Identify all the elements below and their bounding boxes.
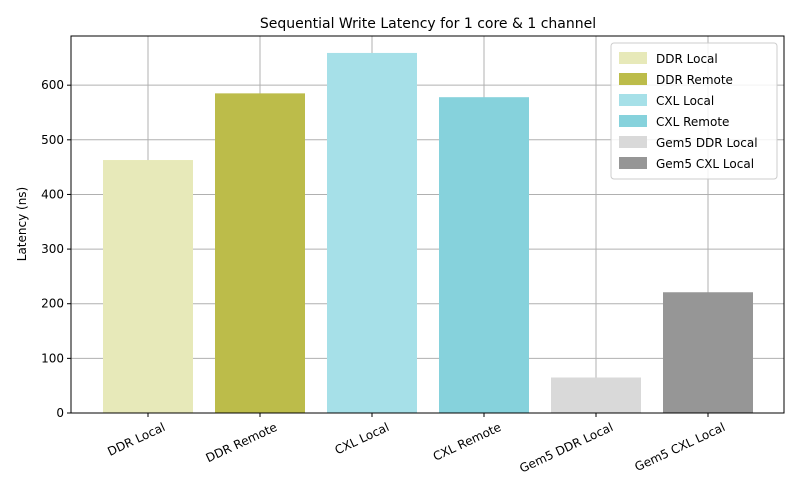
- chart-title: Sequential Write Latency for 1 core & 1 …: [260, 16, 596, 32]
- legend-label: Gem5 DDR Local: [656, 136, 758, 150]
- y-tick-label: 300: [41, 242, 64, 256]
- legend-swatch: [619, 136, 647, 148]
- legend-swatch: [619, 157, 647, 169]
- legend-label: CXL Remote: [656, 115, 729, 129]
- x-tick-label: DDR Local: [105, 420, 167, 459]
- y-tick-label: 0: [56, 406, 64, 420]
- x-axis: DDR Local DDR Remote CXL Local CXL Remote Ge…: [105, 413, 727, 476]
- plot-frame: [70, 35, 785, 414]
- y-tick-label: 100: [41, 351, 64, 365]
- legend-label: Gem5 CXL Local: [656, 157, 754, 171]
- legend-box: [610, 42, 778, 180]
- legend-label: DDR Local: [656, 52, 718, 66]
- y-tick-label: 600: [41, 78, 64, 92]
- legend-swatch: [619, 52, 647, 64]
- x-tick-label: DDR Remote: [204, 420, 280, 465]
- bar: [327, 52, 417, 413]
- legend-swatch: [619, 94, 647, 106]
- x-tick-label: CXL Remote: [431, 420, 503, 464]
- y-axis-label: Latency (ns): [15, 187, 29, 261]
- y-tick-label: 400: [41, 187, 64, 201]
- legend: DDR Local DDR Remote CXL Local CXL Remote Ge…: [610, 42, 778, 180]
- legend-label: CXL Local: [656, 94, 714, 108]
- legend-swatch: [619, 115, 647, 127]
- y-tick-label: 500: [41, 133, 64, 147]
- bars: [103, 52, 753, 413]
- y-tick-label: 200: [41, 297, 64, 311]
- bar: [663, 292, 753, 413]
- legend-label: DDR Remote: [656, 73, 733, 87]
- bar: [551, 377, 641, 413]
- bar: [103, 160, 193, 413]
- legend-swatch: [619, 73, 647, 85]
- y-axis: 0 100 200 300 400 500 600: [41, 78, 71, 420]
- x-tick-label: CXL Local: [333, 420, 392, 457]
- bar: [215, 93, 305, 413]
- x-tick-label: Gem5 CXL Local: [633, 420, 728, 474]
- bar: [439, 97, 529, 413]
- x-tick-label: Gem5 DDR Local: [517, 420, 615, 476]
